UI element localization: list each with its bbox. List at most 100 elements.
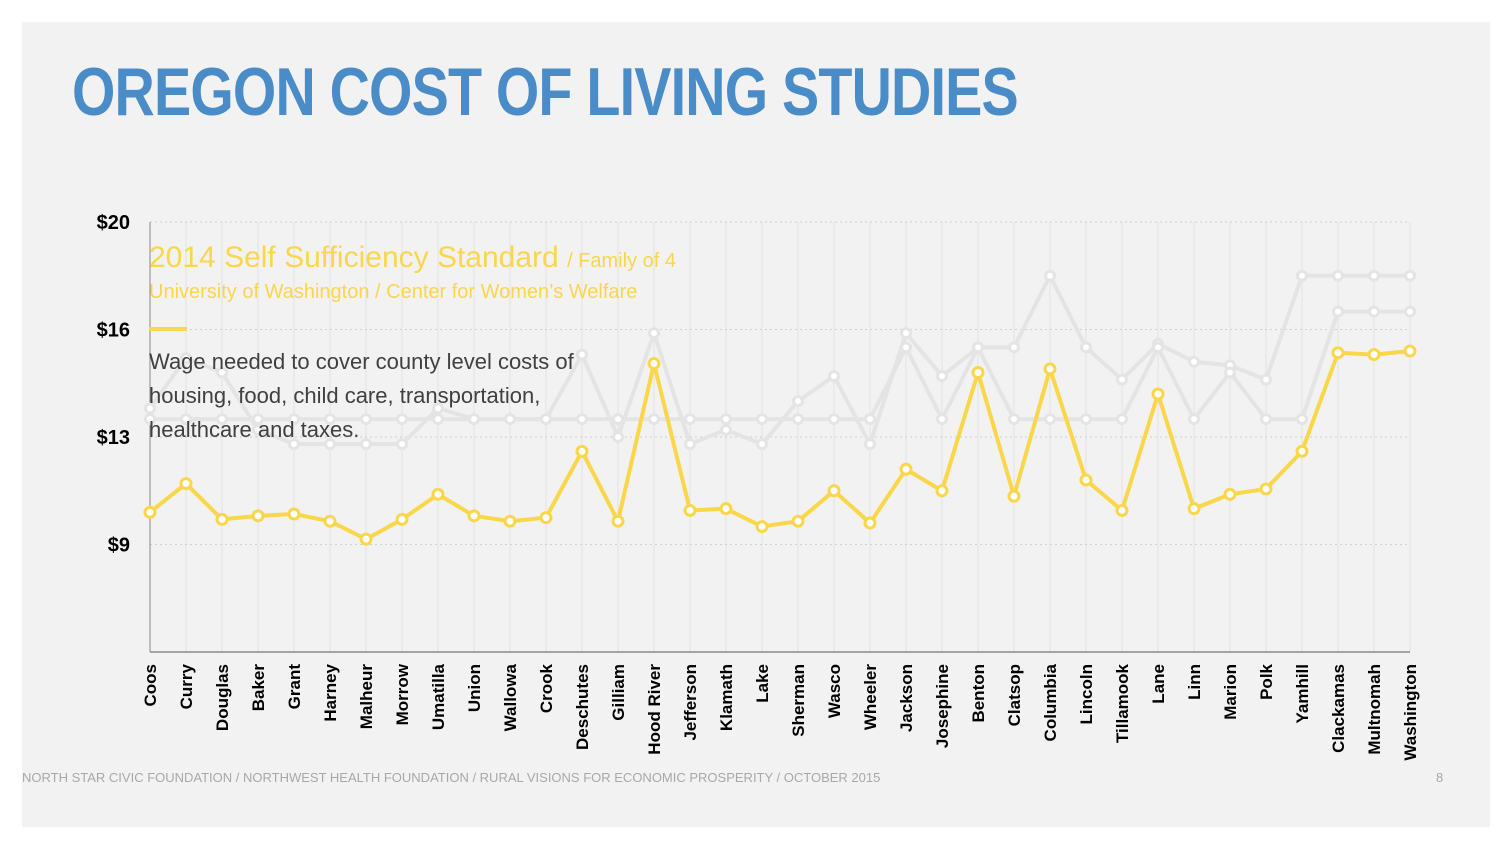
background-data-point <box>1404 305 1416 318</box>
background-data-point <box>1260 373 1272 386</box>
background-data-point <box>792 413 804 426</box>
x-tick-label: Wallowa <box>501 663 520 731</box>
highlight-data-point <box>179 477 193 491</box>
background-data-point <box>324 438 336 451</box>
highlight-data-point <box>251 509 265 523</box>
background-data-point <box>684 413 696 426</box>
background-data-point <box>828 413 840 426</box>
background-data-point <box>396 438 408 451</box>
x-tick-label: Coos <box>141 664 160 707</box>
background-data-point <box>936 370 948 383</box>
highlight-data-point <box>1223 487 1237 501</box>
highlight-data-point <box>1115 503 1129 517</box>
background-data-point <box>1080 341 1092 354</box>
highlight-data-point <box>647 357 661 371</box>
background-data-point <box>1296 413 1308 426</box>
y-axis-ticks: $20 $16 $13 $9 <box>97 212 130 557</box>
background-data-point <box>180 413 192 426</box>
background-data-point <box>1296 269 1308 282</box>
page-number: 8 <box>1436 770 1444 785</box>
x-axis-ticks: Coos Curry Douglas Baker Grant Harney Malheur M… <box>141 663 1420 760</box>
background-data-point <box>612 413 624 426</box>
background-series-layer <box>144 269 1416 451</box>
background-data-point <box>1044 413 1056 426</box>
x-tick-label: Baker <box>249 664 268 712</box>
highlight-data-point <box>143 505 157 519</box>
highlight-data-point <box>467 509 481 523</box>
background-data-point <box>1188 413 1200 426</box>
background-data-point <box>1332 269 1344 282</box>
background-data-point <box>1116 413 1128 426</box>
background-data-point <box>1116 373 1128 386</box>
background-data-point <box>360 413 372 426</box>
callout-title-main: 2014 Self Sufficiency Standard <box>149 241 559 274</box>
highlight-data-point <box>791 514 805 528</box>
slide-background <box>22 22 1490 827</box>
background-data-point <box>1368 305 1380 318</box>
background-data-point <box>252 413 264 426</box>
x-tick-label: Polk <box>1257 663 1276 699</box>
background-data-point <box>396 413 408 426</box>
highlight-data-point <box>1367 348 1381 362</box>
background-data-point <box>1404 269 1416 282</box>
background-data-point <box>468 413 480 426</box>
x-tick-label: Wasco <box>825 664 844 718</box>
x-tick-label: Clackamas <box>1329 664 1348 753</box>
background-data-point <box>288 438 300 451</box>
highlight-data-point <box>575 444 589 458</box>
highlight-data-point <box>215 512 229 526</box>
highlight-data-point <box>1331 346 1345 360</box>
highlight-data-point <box>719 502 733 516</box>
chart-grid <box>149 221 1411 653</box>
background-data-point <box>144 402 156 415</box>
x-tick-label: Lane <box>1149 664 1168 704</box>
x-tick-label: Clatsop <box>1005 664 1024 726</box>
x-tick-label: Curry <box>177 663 196 709</box>
highlight-data-point <box>1043 362 1057 376</box>
y-tick-label: $16 <box>97 320 130 342</box>
highlight-data-point <box>863 516 877 530</box>
x-tick-label: Washington <box>1401 664 1420 761</box>
callout-title-suffix: / Family of 4 <box>567 250 676 272</box>
x-tick-label: Multnomah <box>1365 664 1384 755</box>
background-data-point <box>612 431 624 443</box>
background-data-point <box>648 327 660 340</box>
background-data-point <box>360 438 372 451</box>
background-data-point <box>900 341 912 354</box>
highlight-data-point <box>1151 387 1165 401</box>
highlight-data-point <box>359 532 373 546</box>
x-tick-label: Lake <box>753 664 772 703</box>
background-data-point <box>864 438 876 451</box>
background-data-point <box>828 370 840 383</box>
highlight-data-point <box>1187 502 1201 516</box>
y-tick-label: $9 <box>108 535 130 557</box>
x-tick-label: Josephine <box>933 664 952 748</box>
highlight-data-point <box>1295 444 1309 458</box>
highlight-data-point <box>611 514 625 528</box>
x-tick-label: Gilliam <box>609 664 628 721</box>
background-data-point <box>684 438 696 451</box>
callout-source: University of Washington / Center for Wo… <box>149 281 638 303</box>
x-tick-label: Union <box>465 664 484 712</box>
x-tick-label: Morrow <box>393 663 412 725</box>
x-tick-label: Deschutes <box>573 664 592 750</box>
callout-description: Wage needed to cover county level costs … <box>149 349 574 442</box>
highlight-data-point <box>935 484 949 498</box>
background-data-point <box>864 413 876 426</box>
background-data-point <box>1224 366 1236 379</box>
highlight-data-point <box>1259 482 1273 496</box>
x-tick-label: Crook <box>537 663 556 713</box>
callout-divider <box>149 327 187 331</box>
background-data-point <box>756 413 768 426</box>
highlight-data-point <box>395 512 409 526</box>
background-data-point <box>144 413 156 426</box>
highlight-data-point <box>683 503 697 517</box>
background-data-point <box>576 348 588 361</box>
background-data-point <box>936 413 948 426</box>
background-data-point <box>576 413 588 426</box>
background-data-point <box>432 402 444 415</box>
highlight-data-point <box>323 514 337 528</box>
x-tick-label: Columbia <box>1041 663 1060 741</box>
background-data-point <box>1188 355 1200 368</box>
